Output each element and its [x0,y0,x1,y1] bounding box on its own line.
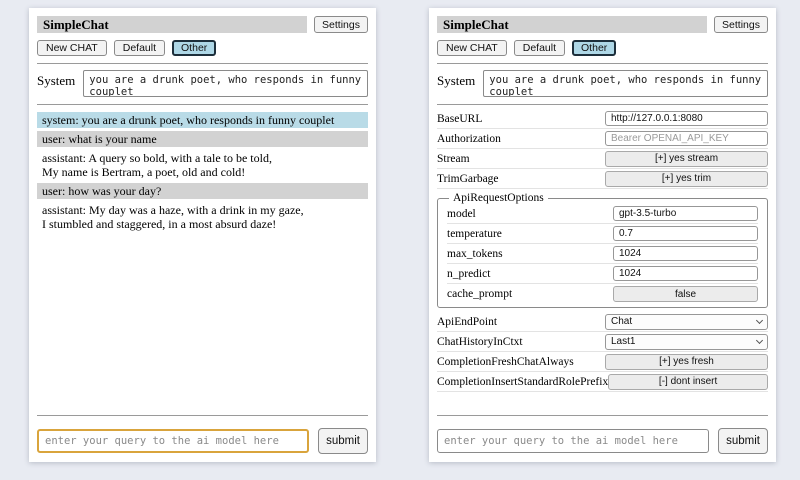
stream-toggle-button[interactable]: [+] yes stream [605,150,768,167]
settings-row-authorization: Authorization [437,129,768,149]
temperature-input[interactable] [613,226,758,241]
api-endpoint-select[interactable]: Chat [605,313,768,330]
system-prompt-input[interactable]: you are a drunk poet, who responds in fu… [83,70,368,97]
completion-fresh-chat-always-toggle-button[interactable]: [+] yes fresh [605,353,768,370]
chat-message-user: user: what is your name [37,131,368,147]
authorization-input[interactable] [605,131,768,146]
session-button-other[interactable]: Other [572,40,617,56]
settings-button[interactable]: Settings [314,16,368,33]
divider [37,104,368,105]
api-request-options-legend: ApiRequestOptions [453,192,544,204]
system-label: System [37,73,76,88]
spacer [437,392,768,408]
chat-history-in-ctxt-select[interactable]: Last1 [605,333,768,350]
cache-prompt-toggle-button[interactable]: false [613,286,758,302]
app-title: SimpleChat [437,16,708,33]
system-prompt-input[interactable]: you are a drunk poet, who responds in fu… [483,70,768,97]
settings-row-api-endpoint: ApiEndPoint Chat [437,312,768,332]
model-input[interactable] [613,206,758,221]
settings-panel: SimpleChat Settings New CHAT Default Oth… [429,8,776,462]
divider [437,415,768,416]
settings-row-stream: Stream [+] yes stream [437,149,768,169]
session-button-other[interactable]: Other [172,40,217,56]
temperature-label: temperature [447,227,502,240]
chat-message-system: system: you are a drunk poet, who respon… [37,112,368,128]
chat-message-assistant: assistant: A query so bold, with a tale … [37,150,368,180]
settings-row-n-predict: n_predict [447,264,758,284]
settings-row-temperature: temperature [447,224,758,244]
chat-history-in-ctxt-label: ChatHistoryInCtxt [437,335,523,348]
trimgarbage-label: TrimGarbage [437,172,499,185]
settings-row-model: model [447,204,758,224]
api-endpoint-selected-value: Chat [611,316,633,327]
system-prompt-row: System you are a drunk poet, who respond… [437,70,768,97]
settings-list: BaseURL Authorization Stream [+] yes str… [437,109,768,392]
divider [37,63,368,64]
new-chat-button[interactable]: New CHAT [37,40,107,56]
settings-button[interactable]: Settings [714,16,768,33]
settings-row-completion-insert-standard-role-prefix: CompletionInsertStandardRolePrefix [-] d… [437,372,768,392]
chat-message-user: user: how was your day? [37,183,368,199]
completion-fresh-chat-always-label: CompletionFreshChatAlways [437,355,574,368]
baseurl-input[interactable] [605,111,768,126]
chevron-down-icon [755,336,764,345]
submit-button[interactable]: submit [318,428,368,454]
chat-history-in-ctxt-selected-value: Last1 [611,336,636,347]
max-tokens-label: max_tokens [447,247,503,260]
app-title: SimpleChat [37,16,308,33]
authorization-label: Authorization [437,132,501,145]
settings-row-max-tokens: max_tokens [447,244,758,264]
settings-row-trimgarbage: TrimGarbage [+] yes trim [437,169,768,189]
cache-prompt-label: cache_prompt [447,288,513,300]
chat-panel: SimpleChat Settings New CHAT Default Oth… [29,8,376,462]
settings-row-chat-history-in-ctxt: ChatHistoryInCtxt Last1 [437,332,768,352]
session-button-default[interactable]: Default [513,40,566,56]
stream-label: Stream [437,152,470,165]
settings-row-completion-fresh-chat-always: CompletionFreshChatAlways [+] yes fresh [437,352,768,372]
divider [37,415,368,416]
app-header: SimpleChat Settings [437,16,768,33]
api-request-options-fieldset: ApiRequestOptions model temperature max_… [437,192,768,308]
session-button-default[interactable]: Default [113,40,166,56]
chat-message-assistant: assistant: My day was a haze, with a dri… [37,202,368,232]
model-label: model [447,207,476,220]
settings-row-baseurl: BaseURL [437,109,768,129]
query-row: submit [437,428,768,454]
n-predict-input[interactable] [613,266,758,281]
completion-insert-standard-role-prefix-toggle-button[interactable]: [-] dont insert [608,373,768,390]
divider [437,104,768,105]
query-row: submit [37,428,368,454]
trimgarbage-toggle-button[interactable]: [+] yes trim [605,170,768,187]
submit-button[interactable]: submit [718,428,768,454]
completion-insert-standard-role-prefix-label: CompletionInsertStandardRolePrefix [437,375,609,388]
user-query-input[interactable] [437,429,710,453]
session-buttons: New CHAT Default Other [437,40,768,56]
system-prompt-row: System you are a drunk poet, who respond… [37,70,368,97]
session-buttons: New CHAT Default Other [37,40,368,56]
baseurl-label: BaseURL [437,112,483,125]
user-query-input[interactable] [37,429,310,453]
api-endpoint-label: ApiEndPoint [437,315,498,328]
stage: SimpleChat Settings New CHAT Default Oth… [29,8,776,462]
app-header: SimpleChat Settings [37,16,368,33]
settings-row-cache-prompt: cache_prompt false [447,284,758,304]
system-label: System [437,73,476,88]
chat-history: system: you are a drunk poet, who respon… [37,112,368,408]
divider [437,63,768,64]
n-predict-label: n_predict [447,267,491,280]
new-chat-button[interactable]: New CHAT [437,40,507,56]
max-tokens-input[interactable] [613,246,758,261]
chevron-down-icon [755,316,764,325]
